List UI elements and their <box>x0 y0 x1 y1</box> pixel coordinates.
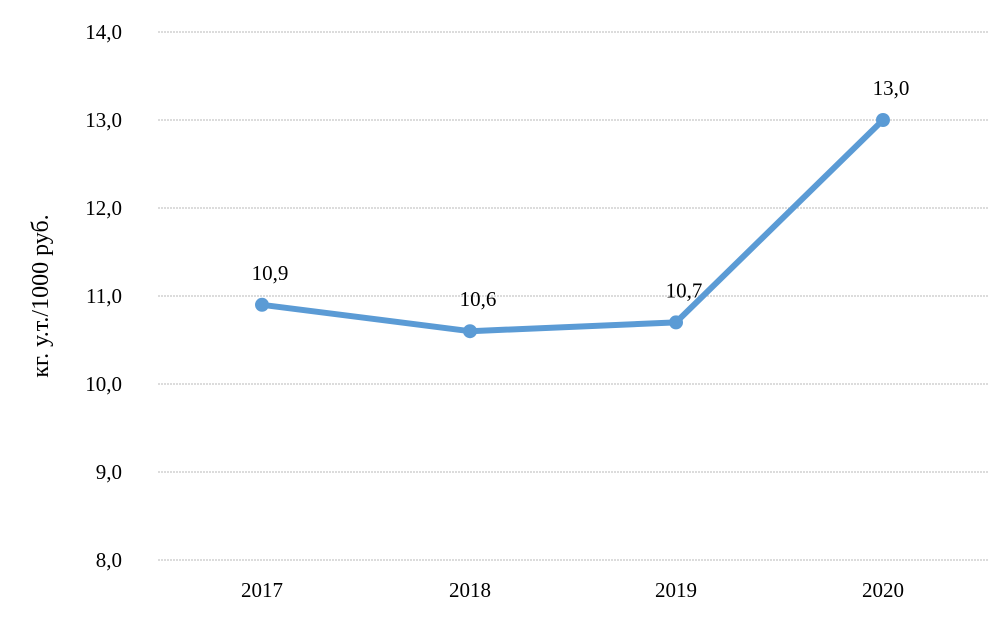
series-line <box>259 117 886 335</box>
x-tick-label: 2017 <box>241 578 283 602</box>
y-tick-label: 11,0 <box>86 284 122 308</box>
data-point <box>463 324 477 339</box>
y-tick-label: 8,0 <box>96 548 122 572</box>
series-group <box>255 113 890 339</box>
y-axis-title: кг. у.т./1000 руб. <box>28 214 54 377</box>
y-tick-label: 13,0 <box>85 108 122 132</box>
data-labels: 10,9 10,6 10,7 13,0 <box>252 76 910 311</box>
data-point <box>669 315 683 330</box>
data-label: 13,0 <box>873 76 910 100</box>
y-tick-label: 9,0 <box>96 460 122 484</box>
data-label: 10,9 <box>252 261 289 285</box>
y-tick-label: 12,0 <box>85 196 122 220</box>
x-tick-label: 2018 <box>449 578 491 602</box>
data-point <box>255 297 269 312</box>
y-tick-label: 10,0 <box>85 372 122 396</box>
data-point <box>876 113 890 127</box>
x-tick-label: 2020 <box>862 578 904 602</box>
gridlines <box>158 31 988 561</box>
x-tick-label: 2019 <box>655 578 697 602</box>
x-axis-tick-labels: 2017 2018 2019 2020 <box>241 578 904 602</box>
data-label: 10,7 <box>666 278 703 302</box>
y-axis-tick-labels: 8,0 9,0 10,0 11,0 12,0 13,0 14,0 <box>85 20 122 572</box>
y-tick-label: 14,0 <box>85 20 122 44</box>
data-label: 10,6 <box>460 287 497 311</box>
